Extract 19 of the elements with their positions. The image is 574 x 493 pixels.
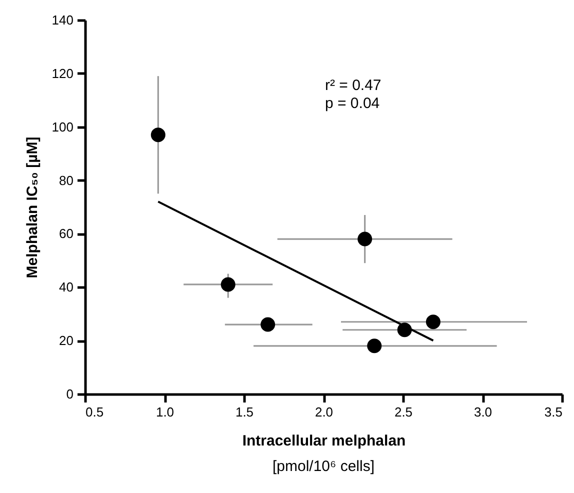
- y-axis-title: Melphalan IC₅₀ [µM]: [24, 136, 41, 278]
- y-tick-label: 140: [52, 12, 74, 28]
- y-tick-label: 60: [59, 226, 74, 242]
- annotation: p = 0.04: [325, 95, 380, 112]
- x-tick-label: 0.5: [86, 404, 104, 420]
- text: Intracellular melphalan [pmol/10⁶ cells]: [242, 432, 406, 475]
- y-tick-label: 100: [52, 119, 74, 134]
- x-tick-label: 3.0: [474, 404, 492, 420]
- x-tick-label: 2.5: [394, 404, 413, 420]
- y-tick-label: 80: [59, 172, 74, 188]
- y-tick-label: 0: [66, 386, 74, 402]
- y-tick-label: 120: [52, 66, 74, 81]
- x-tick-label: 1.5: [235, 404, 254, 420]
- annotation: r² = 0.47: [325, 77, 382, 94]
- y-tick-label: 20: [59, 333, 74, 348]
- y-tick-label: 40: [59, 280, 74, 295]
- x-tick-label: 1.0: [156, 404, 174, 420]
- x-tick-label: 3.5: [544, 404, 562, 420]
- x-tick-label: 2.0: [314, 404, 334, 420]
